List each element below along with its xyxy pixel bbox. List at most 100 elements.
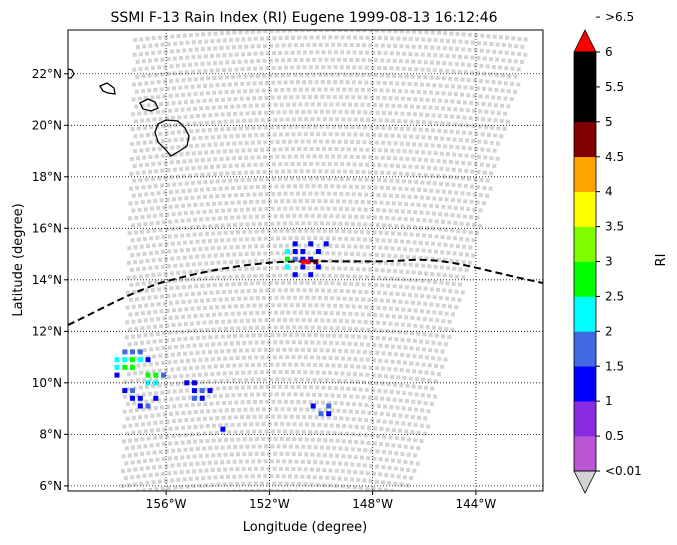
no-rain-cell bbox=[340, 386, 345, 391]
no-rain-cell bbox=[485, 64, 490, 69]
no-rain-cell bbox=[360, 229, 364, 234]
no-rain-cell bbox=[381, 366, 386, 371]
no-rain-cell bbox=[454, 305, 459, 310]
no-rain-cell bbox=[213, 253, 218, 258]
no-rain-cell bbox=[360, 425, 365, 430]
no-rain-cell bbox=[476, 71, 481, 76]
no-rain-cell bbox=[439, 166, 444, 171]
no-rain-cell bbox=[224, 423, 229, 428]
no-rain-cell bbox=[159, 294, 164, 299]
no-rain-cell bbox=[301, 444, 306, 449]
no-rain-cell bbox=[210, 483, 215, 487]
no-rain-cell bbox=[212, 423, 216, 428]
no-rain-cell bbox=[439, 38, 444, 43]
no-rain-cell bbox=[281, 58, 286, 63]
no-rain-cell bbox=[329, 117, 333, 122]
no-rain-cell bbox=[231, 45, 236, 50]
no-rain-cell bbox=[409, 361, 414, 366]
no-rain-cell bbox=[133, 149, 138, 154]
no-rain-cell bbox=[333, 416, 338, 421]
no-rain-cell bbox=[136, 363, 141, 368]
no-rain-cell bbox=[288, 474, 292, 479]
colorbar-tick-label: 6 bbox=[605, 45, 613, 59]
no-rain-cell bbox=[163, 397, 168, 402]
no-rain-cell bbox=[131, 193, 136, 198]
no-rain-cell bbox=[222, 482, 227, 487]
no-rain-cell bbox=[307, 445, 312, 449]
no-rain-cell bbox=[233, 319, 238, 324]
no-rain-cell bbox=[393, 466, 398, 471]
no-rain-cell bbox=[216, 38, 221, 43]
no-rain-cell bbox=[276, 347, 281, 352]
no-rain-cell bbox=[323, 438, 328, 443]
no-rain-cell bbox=[264, 414, 269, 419]
no-rain-cell bbox=[274, 295, 279, 300]
no-rain-cell bbox=[305, 169, 310, 174]
no-rain-cell bbox=[233, 208, 238, 213]
no-rain-cell bbox=[291, 467, 296, 471]
no-rain-cell bbox=[436, 143, 441, 148]
no-rain-cell bbox=[437, 128, 442, 133]
no-rain-cell bbox=[316, 355, 321, 360]
no-rain-cell bbox=[439, 265, 444, 270]
no-rain-cell bbox=[371, 487, 376, 491]
no-rain-cell bbox=[431, 128, 436, 133]
no-rain-cell bbox=[355, 58, 360, 62]
no-rain-cell bbox=[414, 67, 419, 72]
no-rain-cell bbox=[315, 65, 319, 70]
no-rain-cell bbox=[233, 97, 238, 101]
no-rain-cell bbox=[392, 284, 397, 289]
no-rain-cell bbox=[176, 145, 181, 150]
no-rain-cell bbox=[191, 70, 195, 74]
no-rain-cell bbox=[252, 318, 257, 323]
no-rain-cell bbox=[513, 89, 517, 94]
no-rain-cell bbox=[470, 154, 475, 159]
no-rain-cell bbox=[362, 380, 366, 385]
no-rain-cell bbox=[284, 481, 289, 486]
no-rain-cell bbox=[255, 311, 260, 315]
no-rain-cell bbox=[401, 292, 406, 297]
no-rain-cell bbox=[247, 466, 252, 471]
no-rain-cell bbox=[193, 424, 198, 429]
no-rain-cell bbox=[211, 453, 216, 458]
no-rain-cell bbox=[275, 43, 280, 48]
no-rain-cell bbox=[154, 58, 159, 63]
no-rain-cell bbox=[200, 409, 204, 414]
no-rain-cell bbox=[372, 103, 377, 108]
no-rain-cell bbox=[369, 95, 374, 100]
no-rain-cell bbox=[265, 385, 270, 389]
no-rain-cell bbox=[139, 497, 143, 501]
no-rain-cell bbox=[145, 36, 150, 41]
no-rain-cell bbox=[231, 393, 236, 398]
no-rain-cell bbox=[251, 125, 256, 130]
no-rain-cell bbox=[417, 385, 422, 390]
no-rain-cell bbox=[152, 339, 157, 344]
no-rain-cell bbox=[381, 450, 386, 454]
no-rain-cell bbox=[219, 171, 224, 176]
no-rain-cell bbox=[129, 282, 134, 287]
no-rain-cell bbox=[244, 266, 249, 271]
no-rain-cell bbox=[159, 435, 164, 440]
no-rain-cell bbox=[388, 208, 393, 213]
no-rain-cell bbox=[275, 251, 280, 256]
no-rain-cell bbox=[377, 275, 382, 280]
no-rain-cell bbox=[305, 280, 310, 285]
no-rain-cell bbox=[373, 200, 378, 205]
no-rain-cell bbox=[422, 332, 427, 337]
no-rain-cell bbox=[351, 304, 356, 309]
no-rain-cell bbox=[275, 154, 280, 159]
no-rain-cell bbox=[372, 358, 376, 363]
no-rain-cell bbox=[121, 469, 125, 474]
no-rain-cell bbox=[195, 239, 200, 244]
no-rain-cell bbox=[429, 302, 434, 307]
no-rain-cell bbox=[246, 415, 251, 419]
no-rain-cell bbox=[225, 282, 230, 287]
no-rain-cell bbox=[277, 177, 282, 181]
no-rain-cell bbox=[148, 488, 153, 491]
no-rain-cell bbox=[262, 489, 267, 491]
no-rain-cell bbox=[418, 369, 423, 374]
no-rain-cell bbox=[424, 128, 429, 132]
no-rain-cell bbox=[189, 225, 194, 230]
no-rain-cell bbox=[217, 438, 222, 443]
no-rain-cell bbox=[133, 497, 137, 501]
